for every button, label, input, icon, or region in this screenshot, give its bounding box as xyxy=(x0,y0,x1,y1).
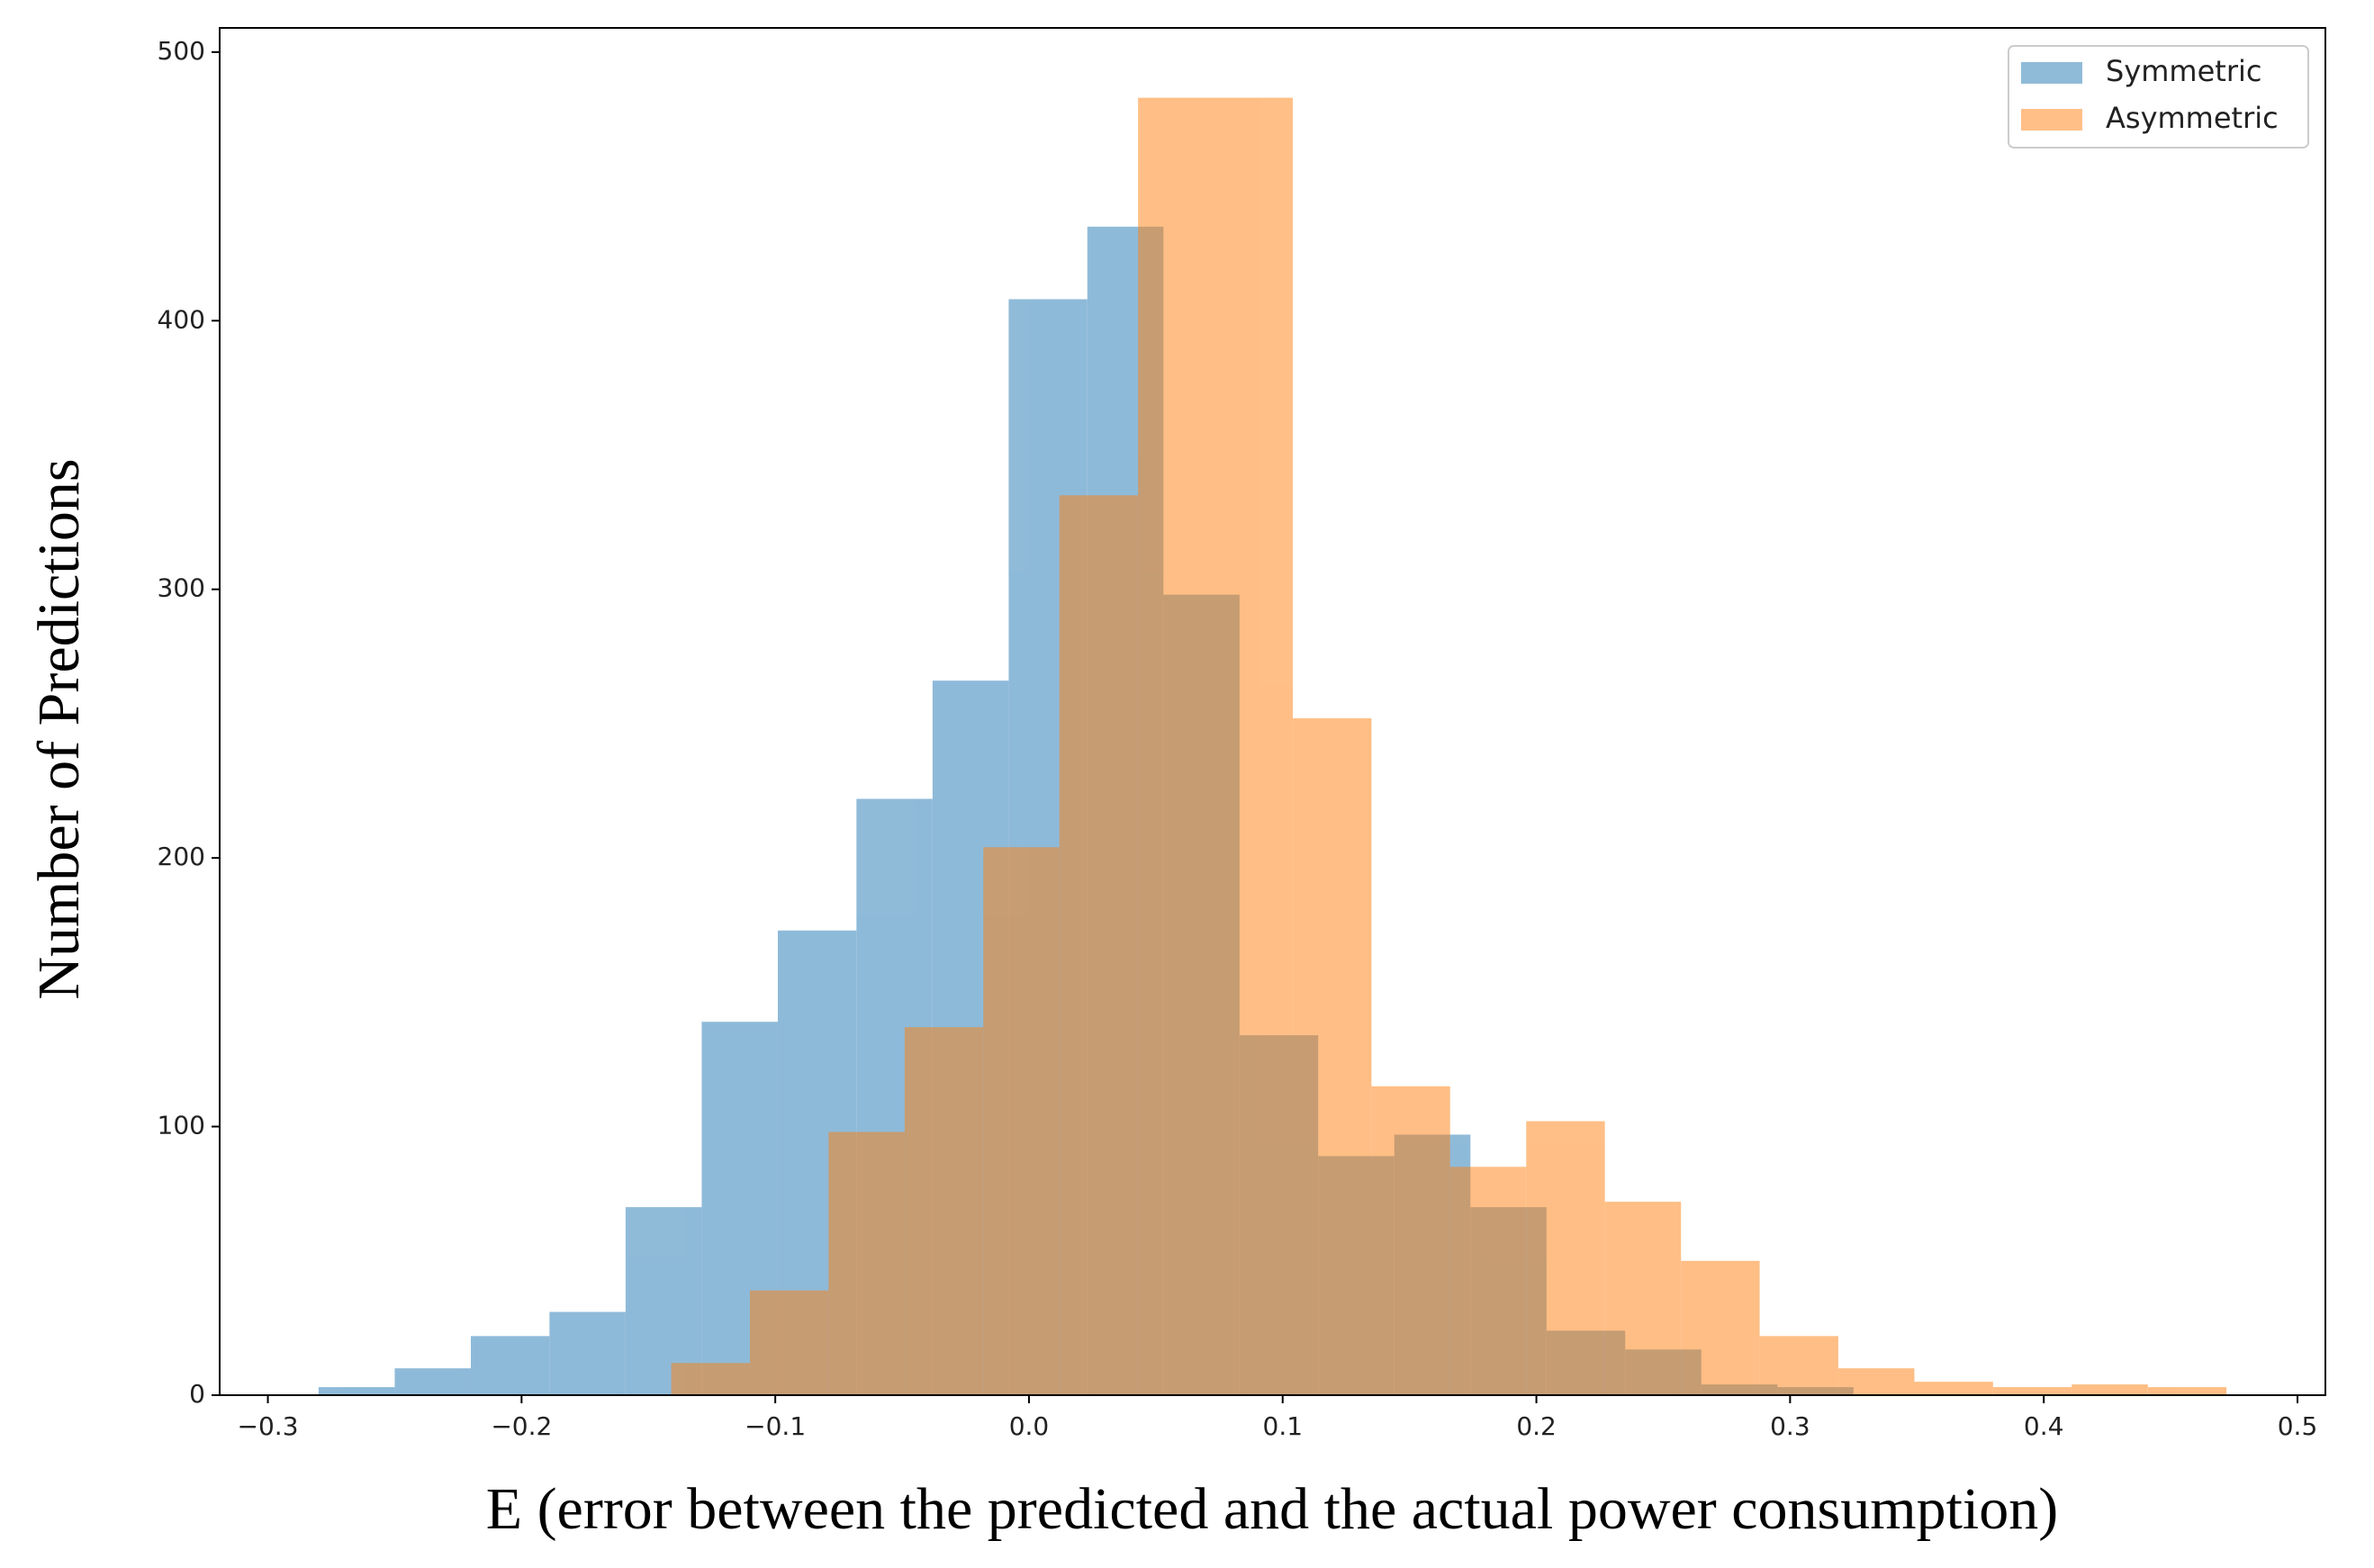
histogram-bar xyxy=(549,1311,626,1395)
histogram-bar xyxy=(1604,1202,1682,1395)
histogram-bar xyxy=(394,1368,471,1395)
histogram-bar xyxy=(904,1027,984,1395)
histogram-bar xyxy=(983,847,1060,1395)
x-axis-title: E (error between the predicted and the a… xyxy=(486,1476,2058,1542)
y-axis-title: Number of Predictions xyxy=(26,458,92,999)
histogram-bar xyxy=(749,1290,829,1395)
series-group xyxy=(671,97,2227,1396)
x-tick-label: 0.0 xyxy=(1009,1411,1050,1441)
histogram-bar xyxy=(318,1387,395,1395)
plot-frame xyxy=(219,27,2326,1396)
x-tick-label: 0.2 xyxy=(1516,1411,1557,1441)
histogram-bar xyxy=(1837,1368,1915,1395)
histogram-bar xyxy=(2147,1387,2227,1395)
legend-box xyxy=(2008,45,2309,149)
histogram-bar xyxy=(1681,1260,1760,1395)
histogram-bar xyxy=(1216,97,1294,1396)
legend-label: Symmetric xyxy=(2106,54,2261,88)
y-tick-label: 400 xyxy=(158,304,205,334)
histogram-bar xyxy=(1138,97,1217,1396)
x-tick-label: 0.1 xyxy=(1263,1411,1304,1441)
x-tick-label: 0.3 xyxy=(1770,1411,1810,1441)
x-tick-label: −0.3 xyxy=(238,1411,299,1441)
histogram-bar xyxy=(1059,495,1139,1395)
x-tick-label: −0.2 xyxy=(491,1411,552,1441)
histogram-bar xyxy=(470,1336,550,1395)
histogram-bar xyxy=(2072,1384,2148,1395)
x-tick-label: −0.1 xyxy=(745,1411,806,1441)
y-tick-label: 0 xyxy=(189,1379,205,1409)
y-tick-label: 100 xyxy=(158,1111,205,1140)
histogram-bar xyxy=(828,1131,905,1395)
histogram-bar xyxy=(1449,1167,1527,1395)
histogram-bar xyxy=(1293,717,1372,1395)
histogram-bar xyxy=(1759,1336,1838,1395)
y-tick-label: 300 xyxy=(158,573,205,603)
legend-label: Asymmetric xyxy=(2106,101,2279,135)
y-tick-label: 500 xyxy=(158,36,205,66)
legend-swatch xyxy=(2021,62,2082,84)
x-tick-label: 0.4 xyxy=(2024,1411,2064,1441)
y-tick-label: 200 xyxy=(158,842,205,871)
legend-swatch xyxy=(2021,109,2082,131)
histogram-bar xyxy=(671,1363,750,1395)
x-tick-label: 0.5 xyxy=(2278,1411,2318,1441)
histogram-bar xyxy=(1914,1382,1993,1395)
histogram-bar xyxy=(1371,1086,1450,1395)
histogram-bar xyxy=(1992,1387,2072,1395)
histogram-bar xyxy=(1526,1121,1605,1395)
